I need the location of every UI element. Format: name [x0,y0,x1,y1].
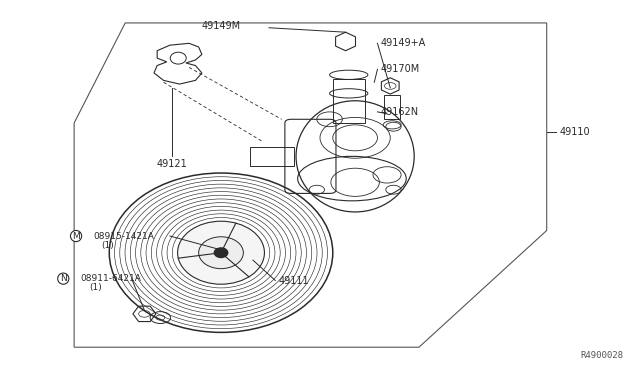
Text: N: N [60,274,67,283]
Ellipse shape [214,248,228,257]
Text: 49149+A: 49149+A [381,38,426,48]
Text: 49121: 49121 [156,159,188,169]
Text: 49110: 49110 [559,127,590,137]
Text: (1): (1) [89,283,102,292]
Ellipse shape [177,221,264,284]
Text: (1): (1) [102,241,115,250]
Text: 49111: 49111 [278,276,309,285]
Text: 49170M: 49170M [381,64,420,74]
Ellipse shape [170,52,186,64]
Text: 49149M: 49149M [202,21,241,31]
Text: 49162N: 49162N [381,107,419,117]
Text: R4900028: R4900028 [580,351,623,360]
Ellipse shape [198,237,243,269]
Text: 08915-1421A: 08915-1421A [93,231,154,241]
Text: 08911-6421A: 08911-6421A [81,274,141,283]
Text: M: M [72,231,80,241]
